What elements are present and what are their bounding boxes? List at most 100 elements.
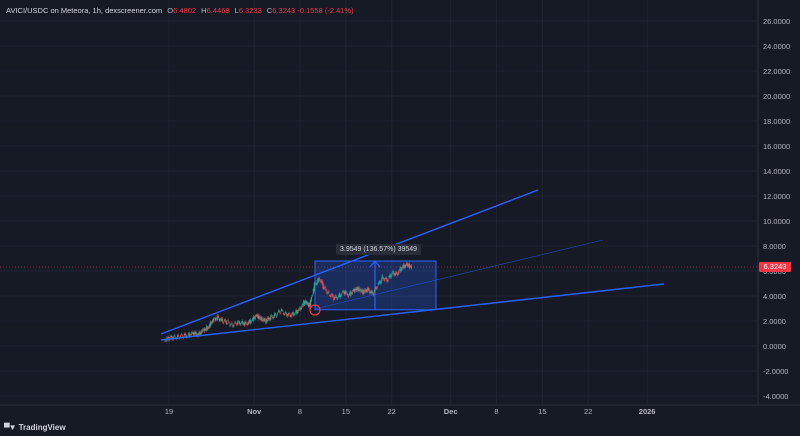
candle-body bbox=[358, 287, 360, 292]
candle-body bbox=[198, 332, 200, 336]
candle-body bbox=[234, 322, 236, 324]
candle-body bbox=[183, 334, 185, 336]
candle-body bbox=[254, 316, 256, 319]
high-value: 6.4468 bbox=[206, 6, 230, 15]
candle-body bbox=[314, 283, 316, 284]
candle-body bbox=[287, 313, 289, 316]
candle-body bbox=[327, 291, 329, 293]
candle-body bbox=[204, 328, 206, 332]
candle-body bbox=[220, 318, 222, 320]
candle-body bbox=[402, 266, 404, 268]
x-tick-label: 22 bbox=[584, 407, 592, 416]
candle-body bbox=[215, 318, 218, 320]
candle-body bbox=[195, 332, 197, 335]
candle-body bbox=[188, 333, 190, 337]
candle-body bbox=[308, 303, 311, 307]
candle-body bbox=[276, 313, 279, 315]
candle-body bbox=[260, 317, 262, 320]
chart-header: AVICI/USDC on Meteora, 1h, dexscreener.c… bbox=[6, 6, 354, 15]
candle-body bbox=[305, 300, 307, 304]
candle-body bbox=[392, 271, 394, 273]
candle-body bbox=[404, 265, 407, 268]
candle-body bbox=[375, 287, 378, 289]
candle-body bbox=[355, 288, 357, 291]
candle-body bbox=[304, 301, 306, 305]
candle-body bbox=[333, 297, 335, 301]
low-value: 6.3233 bbox=[238, 6, 262, 15]
lower-trendline bbox=[160, 283, 665, 341]
y-tick-label: 26.0000 bbox=[763, 17, 790, 26]
close-label: C bbox=[266, 6, 273, 15]
candle-body bbox=[265, 318, 267, 323]
candle-body bbox=[364, 289, 366, 292]
tradingview-brand: TradingView bbox=[18, 423, 66, 432]
candle-body bbox=[399, 269, 401, 271]
candle-body bbox=[271, 315, 273, 316]
candle-body bbox=[363, 290, 365, 294]
candle-body bbox=[354, 289, 356, 292]
candle-body bbox=[223, 320, 225, 321]
candle-body bbox=[394, 274, 396, 276]
candle-body bbox=[306, 301, 308, 304]
x-tick-label: 19 bbox=[165, 407, 173, 416]
candle-body bbox=[336, 296, 338, 299]
candle-body bbox=[202, 329, 204, 331]
candle-body bbox=[357, 287, 359, 291]
y-tick-label: 14.0000 bbox=[763, 167, 790, 176]
tradingview-logo[interactable]: ▀▼ TradingView bbox=[4, 423, 66, 432]
candle-body bbox=[313, 282, 315, 291]
candle-body bbox=[201, 330, 203, 333]
candle-body bbox=[237, 321, 239, 325]
candle-body bbox=[227, 320, 229, 322]
candle-body bbox=[248, 320, 250, 323]
candle-body bbox=[331, 294, 333, 296]
candle-body bbox=[210, 322, 213, 324]
candle-body bbox=[391, 273, 393, 276]
candle-body bbox=[339, 293, 341, 297]
candle-body bbox=[388, 276, 390, 278]
symbol-title: AVICI/USDC on Meteora, 1h, dexscreener.c… bbox=[6, 6, 163, 15]
candle-body bbox=[224, 319, 226, 321]
x-tick-label: 8 bbox=[494, 407, 498, 416]
candle-body bbox=[306, 302, 309, 305]
candle-body bbox=[268, 317, 270, 320]
y-tick-label: 12.0000 bbox=[763, 192, 790, 201]
candle-body bbox=[189, 335, 191, 337]
y-tick-label: -2.0000 bbox=[763, 367, 788, 376]
candle-body bbox=[242, 323, 245, 325]
candle-body bbox=[221, 318, 223, 322]
x-tick-label: 2026 bbox=[639, 407, 656, 416]
candle-body bbox=[371, 290, 373, 294]
y-tick-label: 4.0000 bbox=[763, 292, 786, 301]
candle-body bbox=[401, 268, 403, 271]
candle-body bbox=[267, 317, 269, 320]
measure-tool[interactable] bbox=[314, 260, 437, 311]
close-value: 6.3243 bbox=[272, 6, 296, 15]
candle-body bbox=[180, 334, 183, 336]
candle-body bbox=[321, 280, 323, 284]
candle-body bbox=[246, 323, 249, 325]
candle-body bbox=[190, 333, 192, 336]
candle-body bbox=[289, 315, 291, 317]
candle-body bbox=[199, 331, 201, 336]
candle-body bbox=[261, 317, 263, 321]
candle-body bbox=[292, 312, 294, 315]
candle-body bbox=[167, 337, 169, 339]
candle-body bbox=[408, 263, 411, 269]
x-axis: 19 Nov 8 15 22 Dec 8 15 22 2026 bbox=[165, 407, 656, 416]
candle-body bbox=[342, 291, 345, 293]
candle-body bbox=[288, 313, 290, 314]
candle-body bbox=[249, 319, 251, 324]
candle-body bbox=[389, 274, 391, 278]
candle-body bbox=[302, 304, 304, 306]
candle-body bbox=[236, 324, 238, 325]
change-value: -0.1558 (-2.41%) bbox=[297, 6, 354, 15]
candle-body bbox=[222, 322, 224, 324]
trendlines[interactable] bbox=[160, 189, 665, 341]
candle-body bbox=[280, 309, 282, 311]
candle-body bbox=[218, 318, 220, 321]
candle-body bbox=[409, 266, 412, 267]
candle-body bbox=[343, 291, 346, 295]
